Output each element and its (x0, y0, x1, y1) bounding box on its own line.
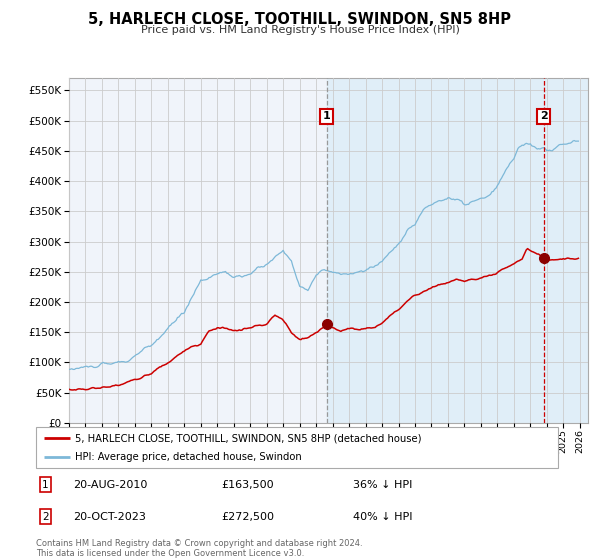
Text: 2: 2 (42, 512, 49, 522)
Text: 5, HARLECH CLOSE, TOOTHILL, SWINDON, SN5 8HP: 5, HARLECH CLOSE, TOOTHILL, SWINDON, SN5… (89, 12, 511, 27)
Text: £163,500: £163,500 (221, 479, 274, 489)
Text: Contains HM Land Registry data © Crown copyright and database right 2024.
This d: Contains HM Land Registry data © Crown c… (36, 539, 362, 558)
FancyBboxPatch shape (36, 427, 558, 468)
Text: HPI: Average price, detached house, Swindon: HPI: Average price, detached house, Swin… (75, 452, 302, 461)
Text: 40% ↓ HPI: 40% ↓ HPI (353, 512, 412, 522)
Text: 20-OCT-2023: 20-OCT-2023 (73, 512, 146, 522)
Text: 20-AUG-2010: 20-AUG-2010 (73, 479, 148, 489)
Text: £272,500: £272,500 (221, 512, 274, 522)
Text: 1: 1 (323, 111, 331, 122)
Text: 2: 2 (539, 111, 547, 122)
Text: 36% ↓ HPI: 36% ↓ HPI (353, 479, 412, 489)
Text: 1: 1 (42, 479, 49, 489)
Text: 5, HARLECH CLOSE, TOOTHILL, SWINDON, SN5 8HP (detached house): 5, HARLECH CLOSE, TOOTHILL, SWINDON, SN5… (75, 433, 422, 443)
Text: Price paid vs. HM Land Registry's House Price Index (HPI): Price paid vs. HM Land Registry's House … (140, 25, 460, 35)
Bar (326, 78, 588, 423)
